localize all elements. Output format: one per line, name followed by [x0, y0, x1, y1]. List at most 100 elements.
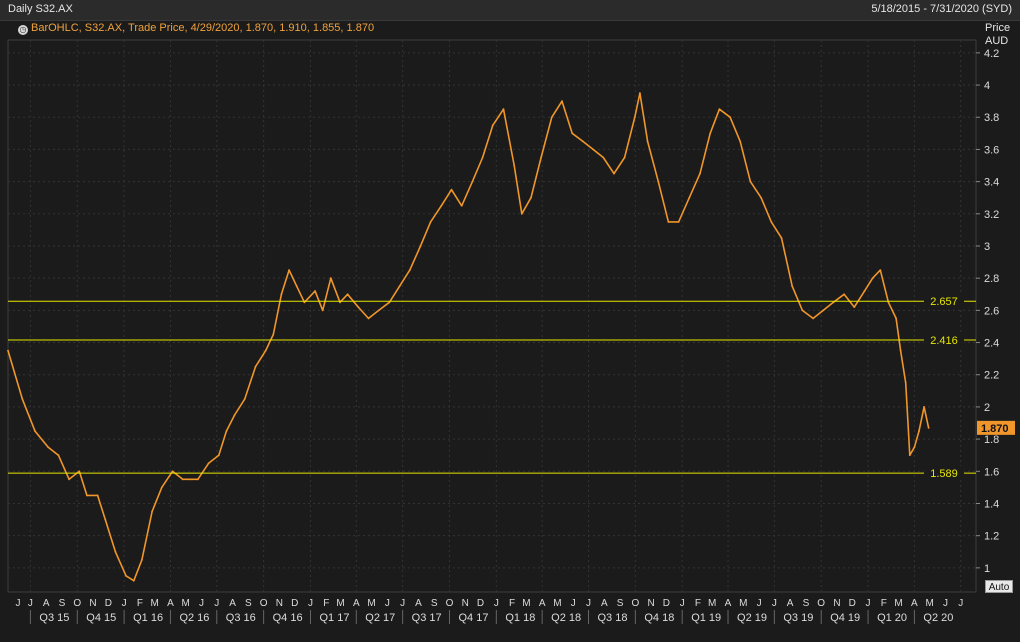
y-tick-label: 4.2: [984, 48, 999, 60]
price-point: [709, 132, 712, 135]
x-month-label: A: [229, 598, 236, 609]
price-point: [254, 365, 257, 368]
price-point: [927, 426, 930, 429]
x-month-label: M: [553, 598, 561, 609]
plot-frame: [7, 39, 977, 593]
price-point: [225, 430, 228, 432]
last-price-label: 1.870: [981, 423, 1009, 435]
level-label: 1.589: [930, 468, 958, 480]
x-month-label: M: [336, 598, 344, 609]
price-point: [280, 293, 283, 296]
y-tick-label: 3.4: [984, 177, 999, 189]
x-month-label: J: [571, 598, 576, 609]
x-month-label: A: [415, 598, 422, 609]
x-month-label: M: [182, 598, 190, 609]
price-point: [843, 293, 846, 296]
price-point: [904, 381, 907, 384]
x-quarter-label: Q4 16: [273, 612, 303, 624]
price-point: [398, 285, 401, 288]
x-quarter-label: Q4 19: [830, 612, 860, 624]
x-month-label: S: [59, 598, 66, 609]
x-month-label: M: [150, 598, 158, 609]
x-quarter-label: Q2 16: [179, 612, 209, 624]
y-tick-label: 1.8: [984, 434, 999, 446]
x-quarter-label: Q1 18: [505, 612, 535, 624]
y-tick-label: 1.6: [984, 466, 999, 478]
price-point: [602, 156, 605, 159]
price-point: [450, 188, 453, 191]
date-range[interactable]: 5/18/2015 - 7/31/2020 (SYD): [871, 3, 1012, 15]
price-point: [822, 309, 825, 312]
y-tick-label: 2: [984, 402, 990, 414]
series-legend[interactable]: ◷ BarOHLC, S32.AX, Trade Price, 4/29/2020…: [18, 22, 374, 38]
x-month-label: N: [462, 598, 469, 609]
price-point: [657, 180, 660, 183]
level-label-bg: [924, 294, 964, 309]
x-quarter-label: Q1 17: [319, 612, 349, 624]
chart-title: Daily S32.AX: [8, 3, 73, 15]
x-month-label: N: [833, 598, 840, 609]
price-point: [581, 140, 584, 143]
price-point: [34, 430, 36, 432]
price-point: [749, 180, 752, 183]
x-month-label: J: [757, 598, 762, 609]
price-point: [718, 108, 721, 111]
price-point: [760, 196, 763, 199]
x-month-label: S: [431, 598, 438, 609]
price-point: [613, 172, 615, 175]
x-month-label: D: [663, 598, 670, 609]
price-point: [780, 237, 783, 239]
x-quarter-label: Q2 19: [737, 612, 767, 624]
price-point: [96, 494, 99, 497]
x-month-label: J: [943, 598, 948, 609]
price-point: [171, 470, 174, 473]
level-label: 2.416: [930, 335, 958, 347]
x-quarter-label: Q2 17: [365, 612, 395, 624]
x-month-label: F: [137, 598, 143, 609]
price-point: [592, 148, 594, 151]
price-point: [801, 309, 804, 312]
last-price-tag: [977, 420, 1015, 435]
x-month-label: J: [400, 598, 405, 609]
y-tick-label: 3: [984, 241, 990, 253]
x-quarter-label: Q2 20: [923, 612, 953, 624]
price-point: [540, 156, 543, 159]
price-point: [321, 309, 324, 312]
price-point: [513, 164, 516, 167]
price-point: [699, 172, 701, 175]
x-month-label: N: [89, 598, 96, 609]
x-month-label: J: [28, 598, 33, 609]
price-point: [667, 220, 670, 223]
x-month-label: O: [631, 598, 639, 609]
price-point: [639, 92, 641, 95]
y-tick-label: 2.2: [984, 370, 999, 382]
price-point: [68, 478, 71, 481]
price-point: [47, 446, 50, 449]
price-point: [21, 397, 24, 400]
x-month-label: O: [446, 598, 454, 609]
price-point: [288, 269, 290, 272]
x-quarter-label: Q3 19: [783, 612, 813, 624]
x-month-label: N: [648, 598, 655, 609]
legend-text: BarOHLC, S32.AX, Trade Price, 4/29/2020,…: [31, 22, 375, 34]
x-quarter-label: Q4 17: [458, 612, 488, 624]
price-point: [895, 317, 897, 320]
price-point: [388, 301, 391, 304]
x-month-label: J: [772, 598, 777, 609]
x-month-label: S: [803, 598, 810, 609]
price-point: [440, 204, 443, 207]
price-point: [86, 494, 88, 497]
y-tick-label: 1: [984, 563, 990, 575]
x-month-label: F: [323, 598, 329, 609]
price-point: [295, 285, 298, 288]
auto-scale-button[interactable]: Auto: [985, 580, 1013, 593]
price-point: [357, 306, 360, 309]
price-point: [899, 349, 902, 352]
price-point: [377, 309, 380, 312]
x-month-label: O: [73, 598, 81, 609]
x-month-label: M: [739, 598, 747, 609]
price-point: [770, 220, 773, 223]
price-point: [863, 290, 866, 292]
price-point: [151, 510, 154, 513]
